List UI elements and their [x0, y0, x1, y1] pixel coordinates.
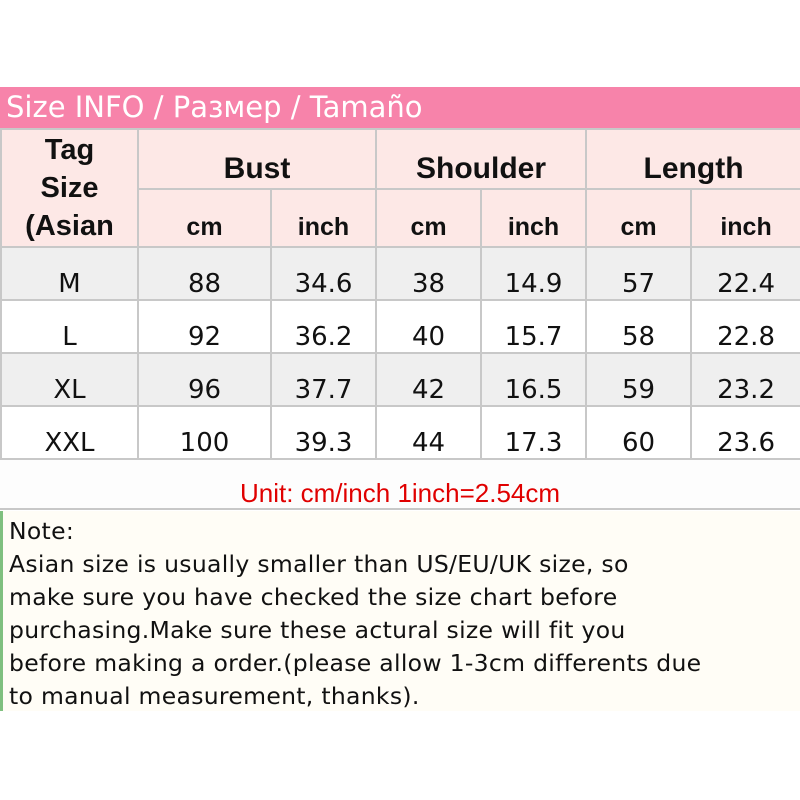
- note-line: before making a order.(please allow 1-3c…: [9, 649, 702, 677]
- value-cell: 96: [137, 352, 272, 407]
- unit-header: cm: [375, 188, 483, 248]
- value-cell: 23.2: [690, 352, 800, 407]
- value-cell: 22.8: [690, 299, 800, 354]
- note-heading: Note:: [9, 517, 75, 545]
- unit-header: inch: [690, 188, 800, 248]
- value-cell: 17.3: [480, 405, 588, 460]
- value-cell: 59: [585, 352, 693, 407]
- value-cell: 42: [375, 352, 483, 407]
- size-cell: M: [0, 246, 139, 301]
- note-box: Note: Asian size is usually smaller than…: [0, 511, 800, 711]
- value-cell: 15.7: [480, 299, 588, 354]
- value-cell: 40: [375, 299, 483, 354]
- value-cell: 22.4: [690, 246, 800, 301]
- unit-header: cm: [585, 188, 693, 248]
- value-cell: 88: [137, 246, 272, 301]
- value-cell: 92: [137, 299, 272, 354]
- unit-header: inch: [269, 188, 378, 248]
- value-cell: 36.2: [269, 299, 378, 354]
- shoulder-header: Shoulder: [375, 128, 588, 190]
- value-cell: 60: [585, 405, 693, 460]
- value-cell: 23.6: [690, 405, 800, 460]
- value-cell: 100: [137, 405, 272, 460]
- value-cell: 34.6: [269, 246, 378, 301]
- unit-header: cm: [137, 188, 272, 248]
- value-cell: 58: [585, 299, 693, 354]
- table-row: M 88 34.6 38 14.9 57 22.4: [0, 246, 800, 301]
- size-cell: XL: [0, 352, 139, 407]
- value-cell: 14.9: [480, 246, 588, 301]
- note-line: Asian size is usually smaller than US/EU…: [9, 550, 629, 578]
- value-cell: 16.5: [480, 352, 588, 407]
- unit-header: inch: [480, 188, 588, 248]
- size-cell: XXL: [0, 405, 139, 460]
- bust-header: Bust: [136, 128, 378, 190]
- value-cell: 39.3: [269, 405, 378, 460]
- tag-size-line: Tag: [44, 134, 95, 166]
- size-info-title: Size INFO / Размер / Tamaño: [0, 87, 800, 128]
- size-cell: L: [0, 299, 139, 354]
- tag-size-line: (Asian: [25, 210, 114, 242]
- value-cell: 37.7: [269, 352, 378, 407]
- unit-conversion-note: Unit: cm/inch 1inch=2.54cm: [0, 460, 800, 510]
- tag-size-header: Tag Size (Asian: [0, 128, 139, 248]
- value-cell: 38: [375, 246, 483, 301]
- note-line: purchasing.Make sure these actural size …: [9, 616, 626, 644]
- value-cell: 44: [375, 405, 483, 460]
- value-cell: 57: [585, 246, 693, 301]
- tag-size-line: Size: [40, 172, 99, 204]
- table-row: XL 96 37.7 42 16.5 59 23.2: [0, 352, 800, 407]
- table-row: L 92 36.2 40 15.7 58 22.8: [0, 299, 800, 354]
- size-chart-table: Tag Size (Asian Bust Shoulder Length cm …: [0, 128, 800, 460]
- table-row: XXL 100 39.3 44 17.3 60 23.6: [0, 405, 800, 460]
- length-header: Length: [585, 128, 800, 190]
- note-line: make sure you have checked the size char…: [9, 583, 618, 611]
- note-line: to manual measurement, thanks).: [9, 682, 420, 710]
